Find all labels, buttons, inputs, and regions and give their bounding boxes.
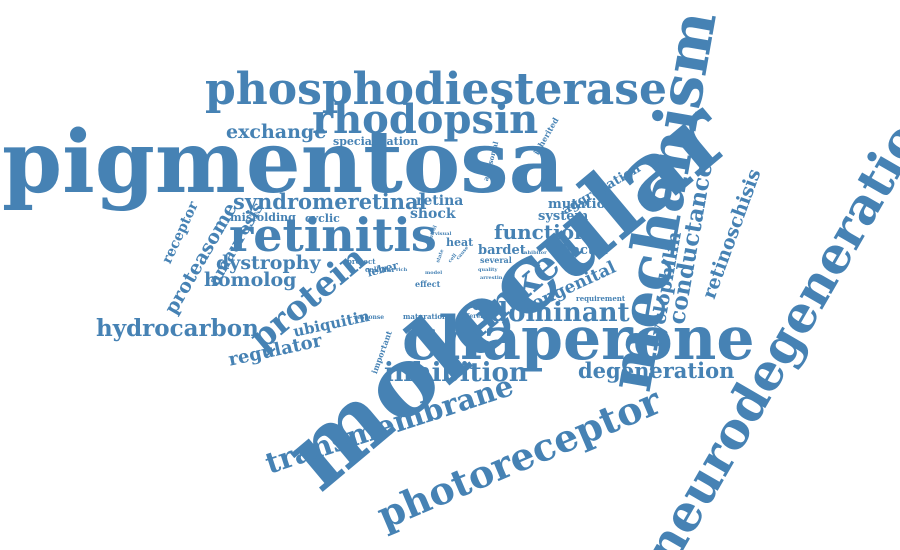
word-hydrocarbon: hydrocarbon	[96, 315, 259, 342]
word-function: function	[494, 220, 589, 244]
word-effect: effect	[415, 279, 441, 289]
word-visual: visual	[435, 231, 452, 237]
word-specialization: specialization	[333, 135, 419, 148]
word-heat: heat	[446, 236, 474, 249]
word-quality: quality	[478, 267, 498, 273]
word-homolog: homolog	[204, 269, 297, 291]
word-pigmentosa: pigmentosa	[2, 112, 565, 213]
word-mutation: mutation	[548, 197, 615, 212]
word-dominant: dominant	[490, 298, 630, 328]
word-degeneration: degeneration	[578, 358, 735, 383]
word-different: different	[458, 313, 488, 320]
word-inhibitor: inhibitor	[522, 250, 547, 256]
word-maturation: maturation	[403, 312, 448, 321]
word-response: response	[354, 314, 385, 321]
word-shock: shock	[410, 206, 456, 222]
word-requirement: requirement	[576, 294, 626, 303]
word-model: model	[425, 270, 443, 276]
word-misfolding: misfolding	[230, 211, 296, 224]
word-dystrophy: dystrophy	[216, 252, 321, 274]
word-chaperone: chaperone	[402, 304, 755, 374]
word-phosphodiesterase: phosphodiesterase	[205, 64, 667, 115]
word-factor: factor	[566, 243, 610, 258]
word-system: system	[538, 209, 589, 224]
word-syndromeretinal: syndromeretinal	[233, 189, 427, 214]
word-cellular: cellular	[365, 265, 396, 274]
word-bardet: bardet	[478, 243, 526, 258]
word-cyclic: cyclic	[305, 212, 340, 225]
word-retina: retina	[416, 193, 464, 209]
word-retinitis: retinitis	[229, 208, 437, 262]
word-protect: protect	[347, 257, 376, 266]
word-rich: rich	[396, 267, 408, 273]
word-arrestin: arrestin	[480, 275, 503, 281]
word-inhibition: inhibition	[384, 358, 528, 388]
word-state: state	[435, 248, 446, 264]
word-rhodopsin: rhodopsin	[312, 96, 539, 143]
word-several: several	[480, 255, 512, 265]
word-exchange: exchange	[226, 121, 327, 143]
